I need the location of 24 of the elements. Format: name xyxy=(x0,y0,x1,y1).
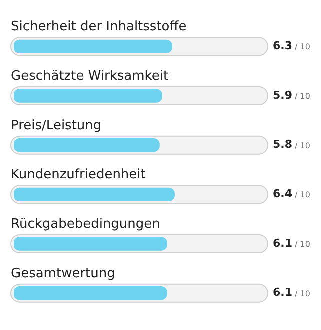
bar xyxy=(14,138,160,152)
text: / 10 xyxy=(295,289,310,298)
y-tick-label: Geschätzte Wirksamkeit xyxy=(11,69,169,84)
data-label: 6.4 xyxy=(273,188,293,201)
y-tick-label: Preis/Leistung xyxy=(11,118,102,134)
bar xyxy=(14,188,175,202)
text: / 10 xyxy=(295,141,310,150)
data-label: 6.1 xyxy=(273,286,292,300)
text: / 10 xyxy=(295,92,310,102)
text: / 10 xyxy=(292,42,310,52)
bar xyxy=(14,286,168,300)
data-label: 5.9 xyxy=(273,88,292,102)
bar xyxy=(14,89,162,103)
y-tick-label: Rückgabebedingungen xyxy=(11,217,160,232)
text: / 10 xyxy=(295,190,310,200)
bar xyxy=(14,40,172,54)
y-tick-label: Kundenzufriedenheit xyxy=(11,168,146,183)
bar xyxy=(14,237,168,251)
data-label: 5.8 xyxy=(273,138,292,152)
text: / 10 xyxy=(295,240,310,250)
data-label: 6.1 xyxy=(273,236,292,250)
y-tick-label: Sicherheit der Inhaltsstoffe xyxy=(11,20,187,35)
data-label: 6.3 xyxy=(273,40,292,53)
y-tick-label: Gesamtwertung xyxy=(11,266,116,282)
